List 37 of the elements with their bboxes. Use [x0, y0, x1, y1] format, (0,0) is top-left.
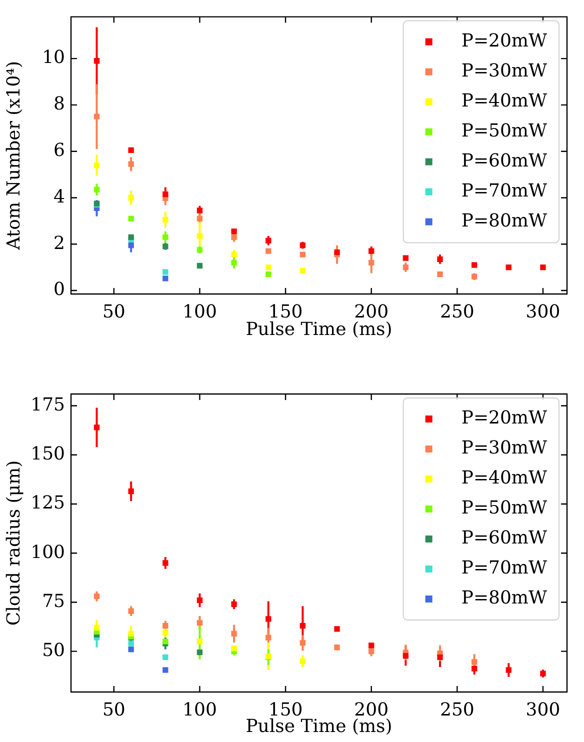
y-tick-label: 50: [42, 640, 65, 662]
y-tick-label: 75: [42, 590, 65, 612]
y-tick-label: 6: [54, 140, 65, 162]
y-tick-label: 8: [54, 94, 65, 115]
legend-label: P=60mW: [461, 528, 548, 549]
x-tick-label: 300: [526, 699, 560, 720]
y-tick-label: 4: [54, 186, 65, 208]
y-tick-label: 10: [42, 47, 65, 68]
x-tick-label: 50: [102, 699, 126, 720]
x-tick-label: 50: [102, 301, 126, 322]
legend-label: P=50mW: [461, 498, 548, 519]
x-tick-label: 250: [440, 699, 474, 720]
y-tick-label: 2: [54, 232, 65, 254]
x-tick-label: 250: [440, 301, 474, 322]
y-tick-label: 175: [30, 394, 65, 416]
legend-label: P=80mW: [461, 210, 548, 232]
legend-label: P=80mW: [461, 588, 548, 609]
legend-label: P=50mW: [461, 120, 548, 142]
legend-label: P=40mW: [461, 90, 548, 112]
legend-label: P=60mW: [461, 150, 548, 172]
y-tick-label: 100: [30, 542, 65, 563]
y-tick-label: 150: [30, 444, 65, 465]
legend-label: P=30mW: [461, 60, 548, 82]
y-tick-label: 125: [30, 492, 65, 514]
legend-label: P=40mW: [461, 468, 548, 489]
legend-label: P=70mW: [461, 558, 548, 579]
x-tick-label: 100: [182, 301, 217, 322]
legend-label: P=70mW: [461, 180, 548, 202]
x-axis-title: Pulse Time (ms): [246, 716, 392, 737]
x-tick-label: 300: [526, 301, 560, 322]
legend-label: P=30mW: [461, 438, 548, 459]
y-tick-label: 0: [54, 279, 65, 300]
legend-label: P=20mW: [461, 408, 548, 429]
y-axis-title: Atom Number (x10⁴): [3, 61, 24, 251]
legend-label: P=20mW: [461, 30, 548, 52]
y-axis-title: Cloud radius (μm): [3, 460, 24, 626]
x-tick-label: 100: [182, 699, 217, 720]
